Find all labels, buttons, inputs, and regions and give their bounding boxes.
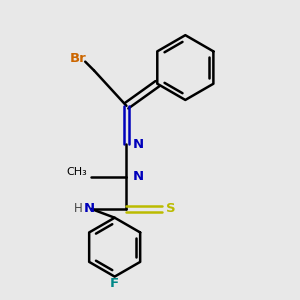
Text: F: F	[110, 278, 119, 290]
Text: H: H	[74, 202, 82, 215]
Text: N: N	[133, 170, 144, 183]
Text: N: N	[133, 138, 144, 151]
Text: CH₃: CH₃	[66, 167, 87, 177]
Text: Br: Br	[70, 52, 86, 65]
Text: S: S	[166, 202, 175, 215]
Text: N: N	[84, 202, 95, 215]
